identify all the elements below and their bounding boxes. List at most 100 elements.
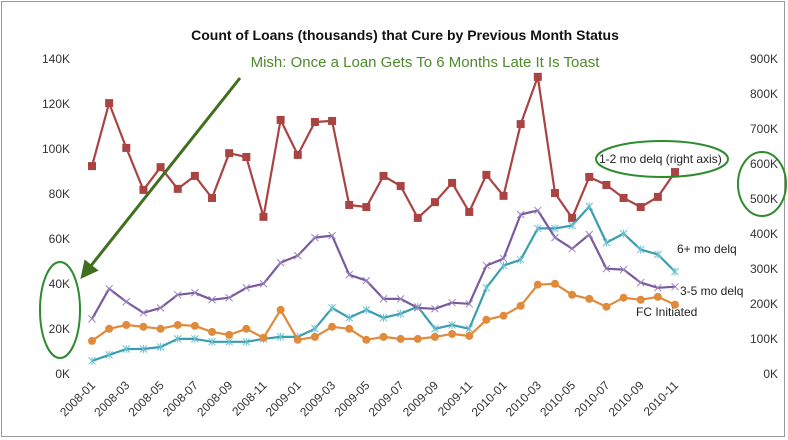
data-point	[551, 233, 559, 242]
data-point	[430, 332, 439, 341]
data-point	[259, 212, 268, 221]
series-label: 3-5 mo delq	[680, 284, 743, 298]
data-point	[448, 298, 456, 307]
right-tick-label: 200K	[750, 297, 778, 311]
data-point	[311, 324, 319, 333]
right-tick-label: 500K	[750, 192, 778, 206]
data-point	[208, 337, 216, 346]
right-tick-label: 600K	[750, 157, 778, 171]
right-tick-label: 100K	[750, 332, 778, 346]
data-point	[293, 251, 302, 260]
data-point	[105, 99, 114, 108]
right-tick-label: 0K	[763, 367, 778, 381]
data-point	[190, 321, 199, 330]
data-point	[173, 320, 182, 329]
data-point	[533, 72, 542, 81]
series-1-2-mo-delq-right-axis-	[88, 72, 679, 222]
x-tick-label: 2010-03	[503, 378, 544, 419]
data-point	[105, 350, 114, 359]
data-point	[619, 229, 628, 238]
x-tick-label: 2008-11	[229, 378, 270, 419]
left-tick-label: 60K	[49, 232, 70, 246]
data-point	[482, 170, 491, 179]
x-tick-label: 2009-07	[366, 378, 407, 419]
x-tick-label: 2008-05	[126, 378, 167, 419]
data-point	[568, 290, 577, 299]
x-tick-label: 2010-01	[469, 378, 510, 419]
data-point	[156, 343, 165, 351]
chart-title: Count of Loans (thousands) that Cure by …	[191, 27, 619, 43]
data-point	[362, 276, 371, 285]
data-point	[122, 297, 131, 306]
right-tick-label: 900K	[750, 52, 778, 66]
data-point	[122, 143, 131, 152]
data-point	[413, 213, 422, 222]
right-tick-label: 800K	[750, 87, 778, 101]
data-point	[242, 283, 251, 292]
data-point	[653, 192, 662, 201]
left-tick-label: 40K	[49, 277, 70, 291]
data-point	[345, 324, 354, 333]
data-point	[345, 313, 354, 322]
data-point	[568, 244, 576, 253]
data-point	[550, 279, 559, 288]
legend-highlight-ellipse	[595, 140, 729, 178]
data-point	[602, 181, 611, 189]
left-axis-highlight-ellipse	[39, 261, 81, 359]
left-axis: 0K 20K 40K 60K 80K 100K 120K 140K	[42, 52, 70, 381]
left-tick-label: 140K	[42, 52, 70, 66]
data-point	[379, 294, 388, 303]
data-point	[225, 149, 234, 158]
data-point	[619, 293, 628, 302]
data-point	[516, 120, 525, 129]
data-point	[448, 329, 457, 338]
x-tick-label: 2009-03	[297, 378, 338, 419]
x-axis: 2008-012008-032008-052008-072008-092008-…	[57, 378, 681, 419]
data-point	[396, 309, 405, 318]
data-point	[396, 294, 405, 303]
data-point	[88, 315, 96, 323]
data-point	[293, 335, 302, 344]
x-tick-label: 2008-09	[194, 378, 235, 419]
left-tick-label: 100K	[42, 142, 70, 156]
data-point	[225, 330, 234, 339]
data-point	[653, 292, 662, 301]
data-point	[88, 356, 96, 365]
data-point	[602, 238, 611, 247]
series-fc-initiated	[88, 279, 679, 345]
data-point	[636, 245, 645, 254]
data-point	[328, 116, 337, 125]
right-axis: 0K 100K 200K 300K 400K 500K 600K 700K 800K 900K	[750, 52, 778, 381]
data-point	[379, 332, 388, 341]
data-point	[276, 258, 285, 267]
data-point	[516, 301, 525, 310]
x-tick-label: 2009-09	[400, 378, 441, 419]
data-point	[105, 284, 114, 293]
x-tick-label: 2009-01	[263, 378, 304, 419]
data-point	[568, 213, 577, 222]
data-point	[242, 324, 251, 333]
data-point	[499, 261, 508, 270]
series-group	[88, 72, 679, 365]
data-point	[293, 150, 302, 159]
data-point	[671, 282, 679, 291]
data-point	[310, 118, 319, 126]
data-point	[585, 294, 594, 303]
data-point	[173, 184, 182, 193]
data-point	[259, 333, 268, 342]
data-point	[619, 193, 628, 202]
data-point	[379, 171, 388, 180]
data-point	[585, 202, 594, 211]
data-point	[328, 231, 336, 240]
x-tick-label: 2008-01	[57, 378, 98, 419]
data-point	[105, 324, 114, 333]
data-point	[225, 337, 234, 346]
data-point	[533, 224, 542, 233]
data-point	[276, 115, 285, 124]
annotation-text: Mish: Once a Loan Gets To 6 Months Late …	[251, 54, 601, 71]
series-label: 1-2 mo delq (right axis)	[599, 152, 722, 166]
data-point	[191, 334, 199, 343]
data-point	[242, 337, 251, 346]
data-point	[448, 178, 457, 187]
